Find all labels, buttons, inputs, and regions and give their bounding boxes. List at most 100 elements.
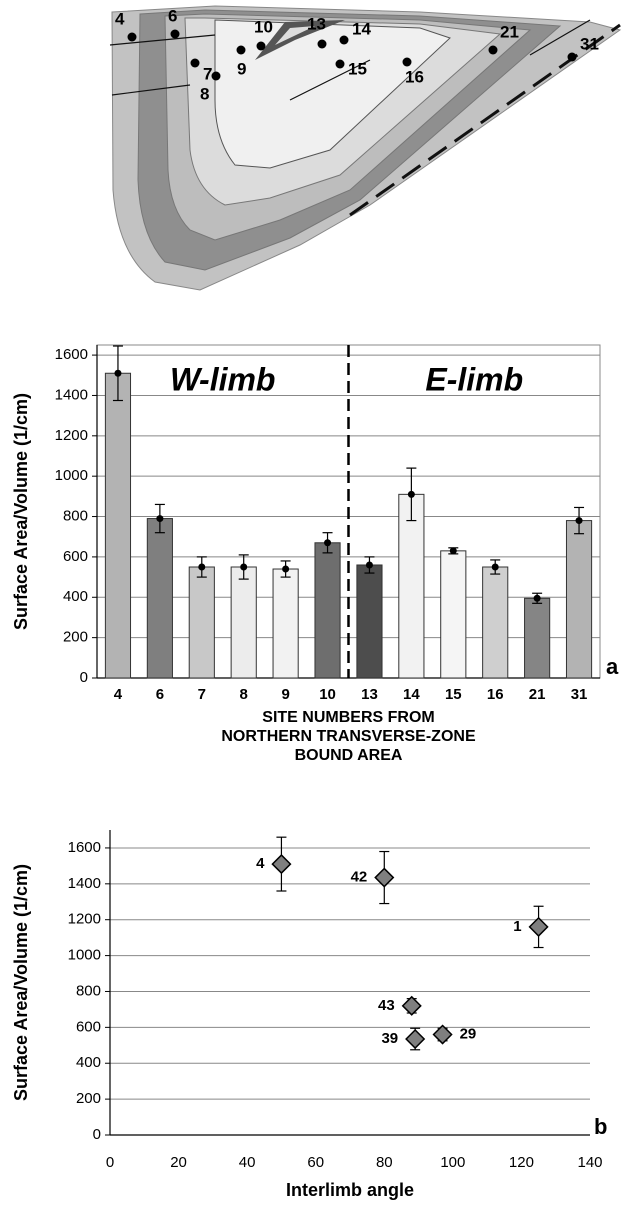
map-wedge — [275, 26, 315, 45]
x-tick-label: 10 — [319, 686, 336, 703]
point-label: 42 — [351, 869, 368, 886]
site-label: 7 — [203, 64, 212, 83]
point — [271, 854, 292, 875]
x-tick-label: 40 — [239, 1154, 256, 1171]
bar — [188, 566, 215, 679]
point — [198, 563, 206, 571]
bar — [104, 372, 132, 679]
site-dot — [317, 39, 327, 49]
x-tick-label: 15 — [445, 686, 462, 703]
bar — [356, 564, 383, 679]
x-tick-label: 7 — [198, 686, 206, 703]
site-dot — [488, 45, 498, 55]
point — [365, 561, 373, 569]
y-tick-label: 800 — [63, 508, 88, 525]
y-tick-label: 400 — [63, 588, 88, 605]
panel-letter: a — [606, 654, 619, 679]
point — [240, 563, 248, 571]
x-tick-label: 60 — [307, 1154, 324, 1171]
y-tick-label: 1000 — [68, 947, 101, 964]
y-tick-label: 1600 — [55, 346, 88, 363]
site-dot — [402, 57, 412, 67]
bar — [524, 597, 551, 679]
site-label: 16 — [405, 67, 424, 86]
point-label: 4 — [256, 855, 265, 872]
x-axis-label: SITE NUMBERS FROM — [262, 709, 434, 726]
point — [528, 916, 549, 937]
x-tick-label: 14 — [403, 686, 420, 703]
y-tick-label: 1200 — [68, 911, 101, 928]
y-axis-label: Surface Area/Volume (1/cm) — [11, 393, 31, 630]
point — [114, 369, 122, 377]
point — [405, 1028, 426, 1050]
site-label: 15 — [348, 59, 367, 78]
site-dot — [335, 59, 345, 69]
point — [156, 515, 164, 523]
bar — [230, 566, 257, 679]
x-tick-label: 13 — [361, 686, 378, 703]
y-tick-label: 400 — [76, 1054, 101, 1071]
y-tick-label: 1000 — [55, 467, 88, 484]
site-dot — [127, 32, 137, 42]
site-label: 21 — [500, 22, 519, 41]
point — [407, 490, 415, 498]
fold-map — [109, 5, 622, 291]
x-tick-label: 9 — [281, 686, 289, 703]
site-dot — [190, 58, 200, 68]
y-tick-label: 200 — [63, 629, 88, 646]
x-tick-label: 8 — [240, 686, 248, 703]
panel-letter: b — [594, 1114, 607, 1139]
y-tick-label: 1400 — [55, 386, 88, 403]
site-dot — [339, 35, 349, 45]
point — [432, 1024, 453, 1045]
bar — [440, 550, 467, 679]
point — [324, 539, 332, 547]
site-label: 9 — [237, 59, 246, 78]
annotation: E-limb — [425, 361, 523, 397]
bar — [272, 568, 299, 679]
site-label: 10 — [254, 17, 273, 36]
x-tick-label: 6 — [156, 686, 164, 703]
bar — [398, 493, 425, 679]
x-tick-label: 31 — [571, 686, 588, 703]
site-dot — [211, 71, 221, 81]
site-dot — [170, 29, 180, 39]
y-tick-label: 1400 — [68, 875, 101, 892]
x-tick-label: 21 — [529, 686, 546, 703]
y-tick-label: 0 — [80, 669, 88, 686]
point — [401, 995, 422, 1016]
fault-line — [109, 19, 591, 101]
point — [374, 867, 395, 888]
x-tick-label: 4 — [114, 686, 123, 703]
annotation: W-limb — [170, 361, 275, 397]
x-tick-label: 0 — [106, 1154, 114, 1171]
bar — [565, 520, 593, 679]
y-tick-label: 1600 — [68, 839, 101, 856]
y-tick-label: 1200 — [55, 427, 88, 444]
site-label: 13 — [307, 14, 326, 33]
point — [282, 565, 290, 573]
site-label: 31 — [580, 34, 599, 53]
site-label: 14 — [352, 19, 371, 38]
point-label: 39 — [381, 1030, 398, 1047]
point-label: 1 — [513, 918, 521, 935]
x-tick-label: 80 — [376, 1154, 393, 1171]
x-tick-label: 100 — [440, 1154, 465, 1171]
point-label: 43 — [378, 997, 395, 1014]
site-dot — [567, 52, 577, 62]
site-label: 4 — [115, 9, 125, 28]
y-tick-label: 200 — [76, 1090, 101, 1107]
bar — [146, 518, 173, 679]
site-label: 8 — [200, 84, 209, 103]
y-axis-label: Surface Area/Volume (1/cm) — [11, 864, 31, 1101]
site-dot — [236, 45, 246, 55]
site-dot — [256, 41, 266, 51]
x-axis-label: BOUND AREA — [295, 747, 403, 764]
x-axis-label: NORTHERN TRANSVERSE-ZONE — [221, 728, 476, 745]
x-tick-label: 120 — [509, 1154, 534, 1171]
y-tick-label: 0 — [93, 1126, 101, 1143]
bar — [314, 542, 341, 679]
x-tick-label: 140 — [577, 1154, 602, 1171]
map-band — [214, 19, 451, 169]
